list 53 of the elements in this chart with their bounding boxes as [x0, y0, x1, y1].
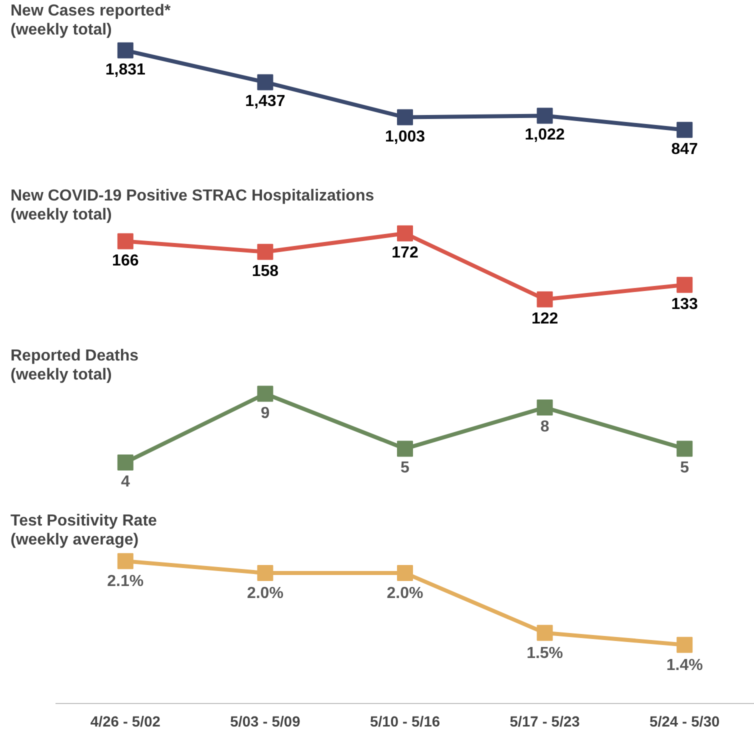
point [397, 225, 413, 242]
data-label: 1,437 [245, 93, 286, 110]
data-label: 1,831 [105, 61, 146, 78]
point [536, 291, 553, 308]
data-label: 5 [400, 460, 410, 477]
point [397, 565, 413, 582]
chart-subtitle: (weekly average) [10, 532, 139, 548]
point [397, 440, 413, 457]
data-label: 1,022 [524, 126, 565, 144]
point [536, 400, 553, 416]
data-label: 122 [531, 310, 558, 328]
x-tick-label: 5/24 - 5/30 [650, 714, 720, 730]
data-label: 172 [392, 244, 418, 262]
data-label: 166 [112, 252, 139, 270]
data-label: 2.0% [246, 585, 284, 602]
chart-title: Test Positivity Rate [10, 512, 158, 530]
x-tick-label: 5/03 - 5/09 [230, 714, 300, 730]
chart-title: Reported Deaths [10, 348, 139, 364]
point [676, 276, 693, 293]
x-tick-label: 5/17 - 5/23 [510, 714, 580, 730]
point [117, 42, 134, 58]
data-label: 8 [540, 418, 550, 436]
point [117, 233, 134, 250]
data-label: 2.1% [107, 573, 144, 590]
point [536, 624, 553, 641]
x-tick-label: 5/10 - 5/16 [370, 714, 440, 730]
point [257, 565, 274, 582]
data-label: 5 [680, 460, 690, 477]
data-label: 847 [671, 140, 698, 158]
point [257, 244, 274, 260]
point [257, 74, 274, 90]
x-tick-label: 4/26 - 5/02 [90, 714, 160, 730]
point [257, 386, 274, 402]
chart-subtitle: (weekly total) [10, 22, 112, 38]
data-label: 2.0% [386, 585, 424, 602]
data-label: 133 [671, 296, 698, 313]
point [536, 108, 553, 124]
chart-title: New COVID-19 Positive STRAC Hospitalizations [10, 188, 374, 204]
point [117, 553, 134, 570]
chart-title: New Cases reported* [10, 2, 172, 20]
chart-subtitle: (weekly total) [10, 206, 112, 224]
data-label: 158 [252, 262, 279, 280]
data-label: 1,003 [384, 128, 426, 146]
data-label: 9 [260, 404, 270, 422]
data-label: 1.5% [526, 644, 564, 662]
data-label: 4 [120, 473, 130, 490]
data-label: 1.4% [666, 656, 703, 674]
point [676, 122, 693, 138]
chart-subtitle: (weekly total) [10, 366, 112, 384]
point [676, 636, 693, 653]
point [397, 109, 413, 126]
point [676, 440, 693, 457]
point [117, 454, 134, 470]
